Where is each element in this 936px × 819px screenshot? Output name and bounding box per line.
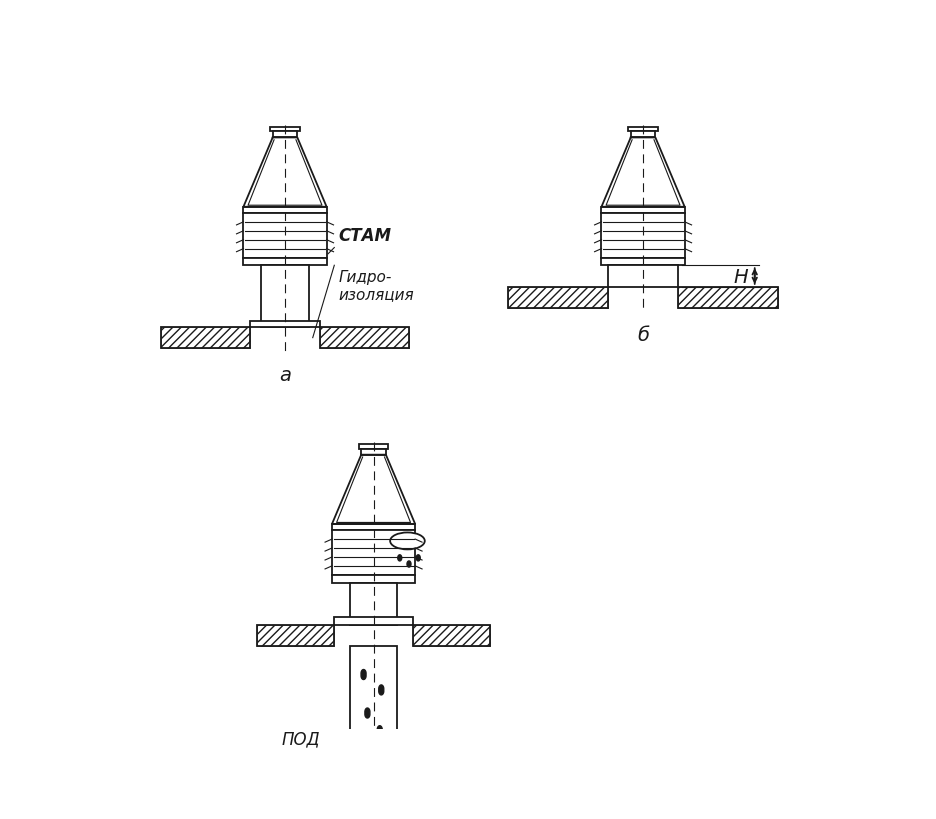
Bar: [358, 445, 388, 449]
Polygon shape: [406, 561, 411, 568]
Bar: [249, 321, 320, 328]
Polygon shape: [416, 555, 419, 561]
Bar: [331, 575, 415, 583]
Text: а: а: [279, 366, 291, 385]
Polygon shape: [397, 555, 402, 561]
Bar: [601, 214, 684, 258]
Bar: [243, 258, 327, 266]
Bar: [601, 258, 684, 266]
Bar: [261, 266, 309, 328]
Polygon shape: [364, 708, 370, 718]
Bar: [243, 214, 327, 258]
Bar: [361, 449, 386, 455]
Bar: [161, 328, 249, 349]
Polygon shape: [378, 685, 384, 695]
Bar: [607, 266, 677, 287]
Bar: [413, 625, 490, 647]
Bar: [601, 207, 684, 214]
Bar: [413, 625, 490, 647]
Polygon shape: [367, 747, 372, 757]
Bar: [320, 328, 408, 349]
Bar: [161, 328, 249, 349]
Bar: [243, 207, 327, 214]
Text: Гидро-
изоляция: Гидро- изоляция: [338, 269, 414, 302]
Polygon shape: [377, 726, 382, 735]
Bar: [271, 128, 300, 132]
Bar: [677, 287, 777, 309]
Text: H: H: [733, 267, 748, 286]
Bar: [349, 647, 397, 777]
Bar: [334, 618, 413, 625]
Text: б: б: [636, 326, 649, 345]
Bar: [331, 524, 415, 531]
Bar: [272, 132, 297, 138]
Ellipse shape: [389, 533, 424, 550]
Bar: [630, 132, 654, 138]
Polygon shape: [360, 670, 366, 680]
Bar: [507, 287, 607, 309]
Bar: [320, 328, 408, 349]
Bar: [331, 531, 415, 575]
Bar: [677, 287, 777, 309]
Text: ПОД: ПОД: [281, 730, 319, 748]
Bar: [628, 128, 657, 132]
Text: СТАМ: СТАМ: [338, 226, 390, 244]
Bar: [257, 625, 334, 647]
Bar: [257, 625, 334, 647]
Bar: [349, 583, 397, 625]
Bar: [507, 287, 607, 309]
